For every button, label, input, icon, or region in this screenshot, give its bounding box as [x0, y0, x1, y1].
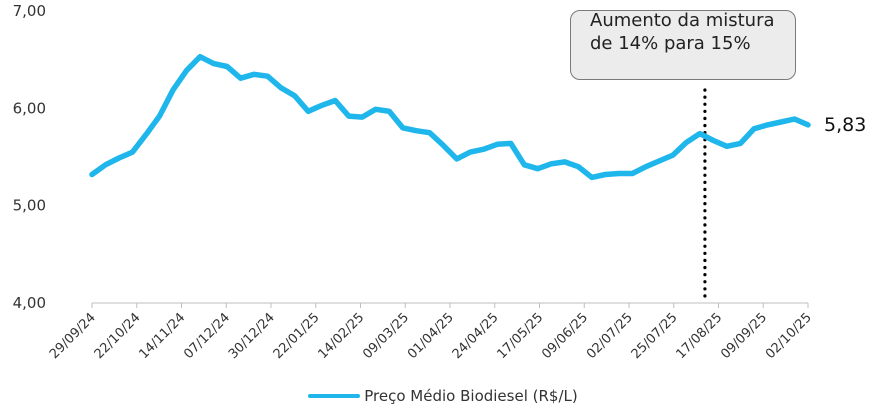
- x-tick-label: 07/12/24: [181, 310, 233, 362]
- last-value-label: 5,83: [824, 114, 866, 136]
- x-tick-label: 30/12/24: [226, 310, 278, 362]
- x-tick-label: 09/06/25: [539, 310, 591, 362]
- x-tick-label: 17/08/25: [673, 310, 725, 362]
- legend-swatch: [308, 394, 361, 398]
- x-tick-label: 02/07/25: [584, 310, 636, 362]
- x-tick-label: 17/05/25: [494, 310, 546, 362]
- x-tick-label: 01/04/25: [405, 310, 457, 362]
- series-line-biodiesel-price: [89, 53, 811, 181]
- x-tick-label: 22/10/24: [92, 310, 144, 362]
- annotation-box: [570, 10, 796, 80]
- x-tick-label: 29/09/24: [47, 310, 99, 362]
- y-tick-label: 7,00: [13, 2, 46, 20]
- x-tick-label: 24/04/25: [450, 310, 502, 362]
- x-tick-label: 14/02/25: [315, 310, 367, 362]
- y-tick-label: 4,00: [13, 294, 46, 312]
- legend-label: Preço Médio Biodiesel (R$/L): [364, 387, 578, 405]
- annotation-text: Aumento da mistura de 14% para 15%: [590, 10, 775, 54]
- legend: Preço Médio Biodiesel (R$/L): [0, 384, 886, 408]
- line-chart: 4,00 5,00 6,00 7,00 29/09/2422/10/2414/11/2…: [13, 2, 867, 362]
- y-tick-label: 6,00: [13, 99, 46, 117]
- y-axis-ticks: 4,00 5,00 6,00 7,00: [13, 2, 46, 312]
- x-tick-label: 25/07/25: [629, 310, 681, 362]
- y-tick-label: 5,00: [13, 197, 46, 215]
- x-tick-label: 14/11/24: [136, 310, 188, 362]
- x-tick-label: 22/01/25: [271, 310, 323, 362]
- x-tick-label: 09/09/25: [718, 310, 770, 362]
- x-tick-label: 09/03/25: [360, 310, 412, 362]
- x-axis-ticks: 29/09/2422/10/2414/11/2407/12/2430/12/24…: [47, 303, 815, 362]
- x-tick-label: 02/10/25: [763, 310, 815, 362]
